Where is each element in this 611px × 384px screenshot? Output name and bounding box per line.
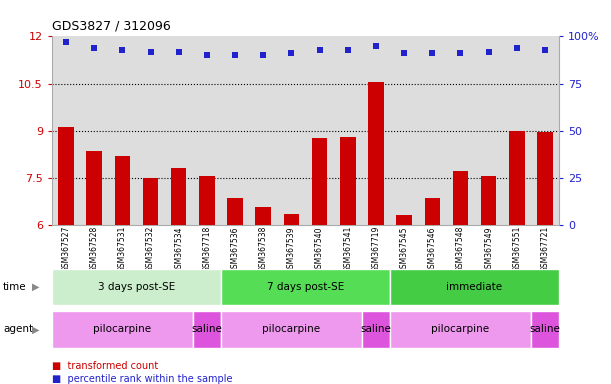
Bar [390,36,418,225]
Bar [199,176,214,225]
Text: ■  transformed count: ■ transformed count [52,361,158,371]
Text: 7 days post-SE: 7 days post-SE [267,282,344,292]
Point [456,50,466,56]
Point [484,48,494,55]
Bar [312,138,327,225]
Bar [481,176,496,225]
Text: time: time [3,282,27,292]
Bar [255,207,271,225]
Bar [537,132,553,225]
Point [89,45,99,51]
Bar [52,36,80,225]
Text: GDS3827 / 312096: GDS3827 / 312096 [52,20,170,33]
Bar [108,36,136,225]
Text: saline: saline [191,324,222,334]
Point [202,52,212,58]
Point [230,52,240,58]
Point [343,46,353,53]
Bar [143,178,158,225]
Bar [503,36,531,225]
Text: pilocarpine: pilocarpine [93,324,152,334]
Text: saline: saline [360,324,392,334]
Bar [249,36,277,225]
Bar [390,311,531,348]
Bar [221,311,362,348]
Bar [306,36,334,225]
Text: pilocarpine: pilocarpine [262,324,321,334]
Bar [86,151,102,225]
Point [145,48,155,55]
Bar [362,311,390,348]
Point [61,39,71,45]
Text: immediate: immediate [447,282,503,292]
Text: saline: saline [530,324,560,334]
Point [399,50,409,56]
Point [371,43,381,49]
Point [428,50,437,56]
Bar [362,36,390,225]
Bar [397,215,412,225]
Point [540,46,550,53]
Bar [136,36,164,225]
Bar [340,137,356,225]
Bar [531,311,559,348]
Point [512,45,522,51]
Bar [284,214,299,225]
Point [258,52,268,58]
Point [287,50,296,56]
Bar [227,198,243,225]
Bar [193,36,221,225]
Bar [334,36,362,225]
Bar [509,131,525,225]
Bar [418,36,447,225]
Bar [390,269,559,305]
Text: ■  percentile rank within the sample: ■ percentile rank within the sample [52,374,232,384]
Text: pilocarpine: pilocarpine [431,324,489,334]
Bar [115,156,130,225]
Bar [80,36,108,225]
Text: agent: agent [3,324,33,334]
Point [117,46,127,53]
Bar [221,36,249,225]
Bar [531,36,559,225]
Bar [52,311,193,348]
Bar [277,36,306,225]
Text: 3 days post-SE: 3 days post-SE [98,282,175,292]
Bar [58,127,74,225]
Text: ▶: ▶ [32,324,39,334]
Bar [52,269,221,305]
Bar [171,168,186,225]
Text: ▶: ▶ [32,282,39,292]
Bar [164,36,193,225]
Bar [453,171,468,225]
Bar [475,36,503,225]
Bar [221,269,390,305]
Point [174,48,184,55]
Bar [425,198,440,225]
Bar [193,311,221,348]
Bar [368,82,384,225]
Bar [447,36,475,225]
Point [315,46,324,53]
